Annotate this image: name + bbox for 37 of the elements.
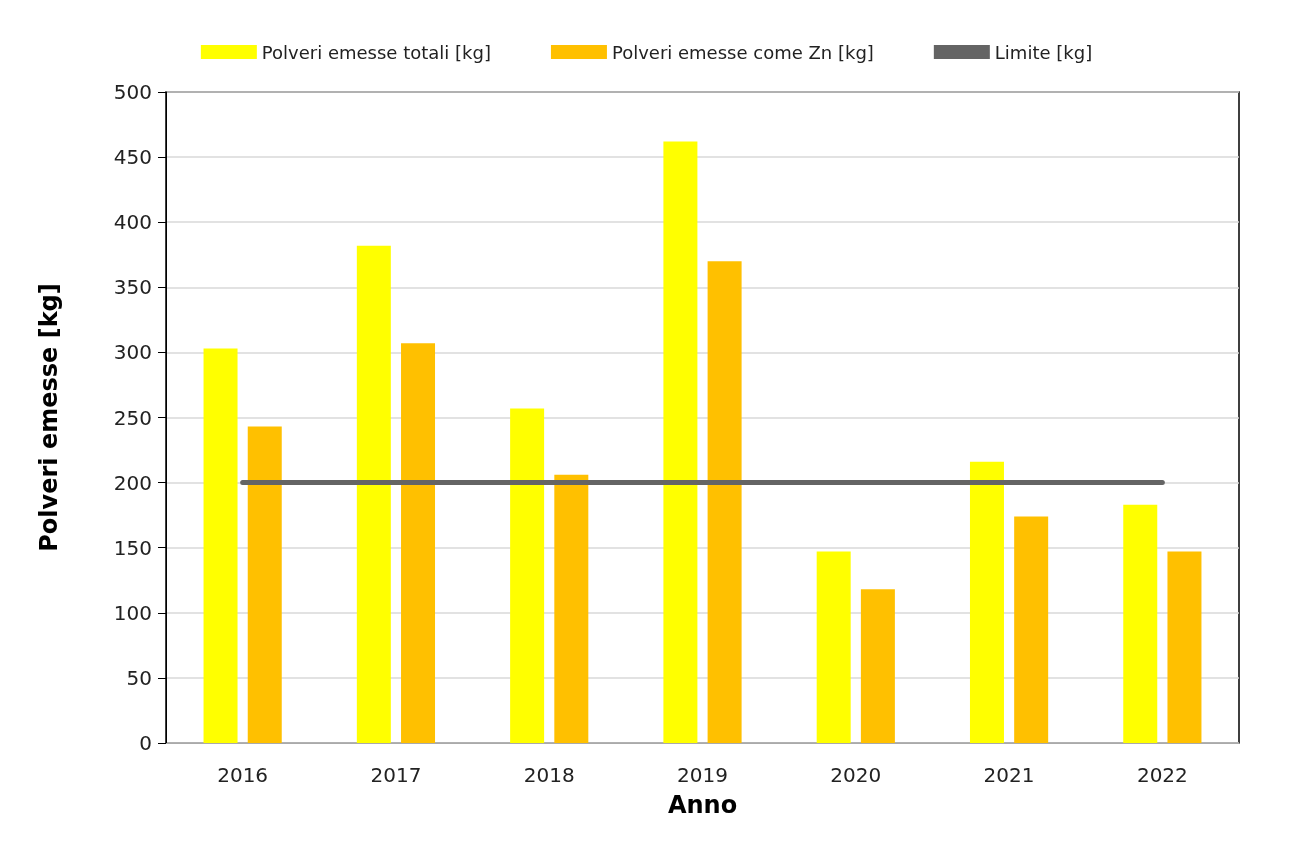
bar (1014, 516, 1049, 743)
y-tick-label: 150 (113, 535, 152, 560)
bar (401, 343, 436, 743)
y-tick-label: 350 (113, 275, 152, 300)
y-tick-label: 0 (139, 731, 152, 755)
y-tick-label: 250 (113, 405, 152, 430)
bar (816, 551, 851, 743)
bar (707, 261, 742, 743)
bar (860, 589, 895, 743)
bar (356, 245, 391, 743)
x-tick-label: 2017 (370, 763, 422, 787)
y-tick-label: 100 (113, 600, 152, 625)
legend-label: Polveri emesse come Zn [kg] (611, 41, 874, 63)
bar (554, 474, 589, 743)
y-tick-label: 450 (113, 145, 152, 170)
x-tick-label: 2019 (677, 763, 728, 787)
bar (247, 426, 282, 743)
bar (1167, 551, 1202, 743)
bar (663, 141, 698, 743)
y-tick-label: 300 (113, 340, 152, 365)
x-tick-label: 2018 (523, 763, 575, 787)
bar (203, 348, 238, 743)
y-tick-label: 500 (113, 80, 152, 104)
bar (969, 461, 1004, 743)
bar (510, 408, 545, 743)
y-axis-title: Polveri emesse [kg] (35, 283, 63, 552)
y-tick-label: 400 (113, 210, 152, 235)
legend-label: Polveri emesse totali [kg] (261, 41, 491, 63)
x-tick-label: 2021 (983, 763, 1035, 787)
x-tick-label: 2022 (1136, 763, 1188, 787)
x-tick-label: 2016 (217, 763, 269, 787)
bar (1123, 504, 1158, 743)
x-axis-title: Anno (667, 791, 738, 819)
y-tick-label: 200 (113, 470, 152, 495)
legend-label: Limite [kg] (994, 41, 1093, 63)
x-tick-label: 2020 (830, 763, 882, 787)
y-tick-label: 50 (126, 665, 152, 690)
